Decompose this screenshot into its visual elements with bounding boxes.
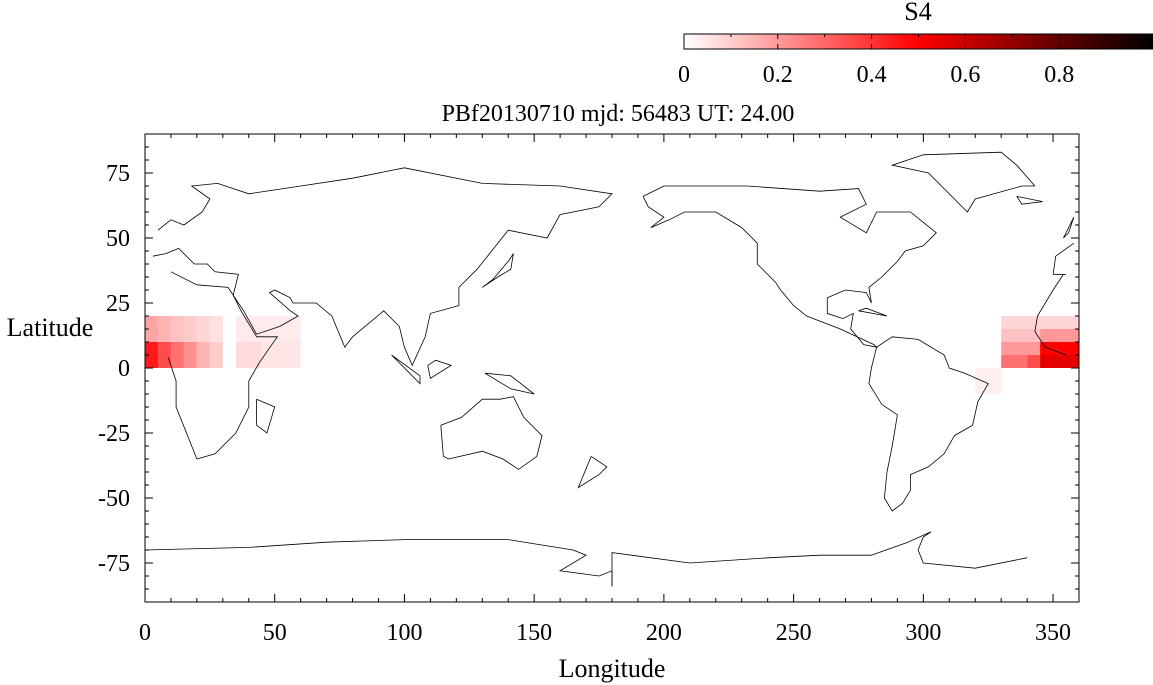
coastline xyxy=(482,253,514,288)
x-tick-label: 300 xyxy=(905,620,941,646)
heatmap-cell xyxy=(209,342,223,368)
heatmap-cell xyxy=(1040,355,1079,368)
coastline xyxy=(1034,274,1064,332)
coastline xyxy=(484,372,535,395)
colorbar-tick-label: 0 xyxy=(678,62,690,88)
colorbar-tick-label: 0.2 xyxy=(763,62,793,88)
coastline xyxy=(577,456,608,489)
coastline xyxy=(858,307,888,317)
heatmap-cell xyxy=(196,342,210,368)
x-tick-label: 0 xyxy=(139,620,151,646)
coastline xyxy=(1052,242,1075,275)
colorbar-ticks: 0 0.2 0.4 0.6 0.8 xyxy=(678,34,1107,88)
heatmap-cell xyxy=(157,316,171,342)
heatmap-cell xyxy=(1027,355,1041,368)
colorbar-tick-label: 0.8 xyxy=(1044,62,1074,88)
y-tick-label: -75 xyxy=(98,551,130,577)
y-axis-title: Latitude xyxy=(7,313,94,342)
x-tick-label: 200 xyxy=(646,620,682,646)
coastline xyxy=(145,539,613,587)
x-tick-label: 350 xyxy=(1035,620,1071,646)
heatmap-cell xyxy=(1001,355,1028,368)
x-tick-label: 50 xyxy=(263,620,287,646)
heatmap-cell xyxy=(145,342,158,368)
colorbar-tick-label: 0.4 xyxy=(857,62,887,88)
x-axis-title: Longitude xyxy=(559,654,666,683)
colorbar: S4 0 0.2 0.4 0.6 0.8 xyxy=(678,0,1153,88)
x-tick-label: 100 xyxy=(386,620,422,646)
coastline xyxy=(611,531,1028,587)
coastline xyxy=(152,167,613,367)
coastline xyxy=(890,151,1036,213)
y-tick-label: 0 xyxy=(118,356,130,382)
heatmap-cell xyxy=(1001,329,1041,342)
heatmap-cell xyxy=(975,368,1002,394)
y-tick-label: -50 xyxy=(98,486,130,512)
heatmap-cell xyxy=(1040,342,1079,355)
coastline xyxy=(1034,331,1067,356)
heatmap-cell xyxy=(157,342,171,368)
heatmap-cell xyxy=(235,342,262,368)
x-tick-label: 150 xyxy=(516,620,552,646)
heatmap-cell xyxy=(145,316,158,342)
coastline xyxy=(440,396,543,470)
coastline xyxy=(1016,196,1043,205)
coastline xyxy=(868,336,989,512)
y-tick-label: -25 xyxy=(98,421,130,447)
heatmap-cell xyxy=(170,316,184,342)
chart-title: PBf20130710 mjd: 56483 UT: 24.00 xyxy=(442,101,795,127)
heatmap-cell xyxy=(1001,342,1041,355)
coastline xyxy=(427,359,453,380)
colorbar-label: S4 xyxy=(904,0,931,26)
coastlines xyxy=(145,151,1075,587)
heatmap-cell xyxy=(209,316,223,342)
colorbar-tick-label: 0.6 xyxy=(950,62,980,88)
x-tick-label: 250 xyxy=(776,620,812,646)
heatmap-cell xyxy=(183,342,197,368)
axis-ticks: 0 50 100 150 200 250 300 350 -75 -50 -25 0 25 50 75 xyxy=(98,134,1080,646)
heatmap-cell xyxy=(1001,316,1079,329)
s4-heatmap-cells xyxy=(145,316,1079,394)
heatmap-cell xyxy=(1040,329,1079,342)
coastline xyxy=(391,354,421,385)
coastline xyxy=(167,271,279,460)
y-tick-label: 75 xyxy=(106,161,130,187)
heatmap-cell xyxy=(183,316,197,342)
y-tick-label: 50 xyxy=(106,226,130,252)
coastline xyxy=(256,398,276,434)
heatmap-cell xyxy=(170,342,184,368)
y-tick-label: 25 xyxy=(106,291,130,317)
plot-area: 0 50 100 150 200 250 300 350 -75 -50 -25 0 25 50 75 xyxy=(98,133,1080,646)
heatmap-cell xyxy=(196,316,210,342)
heatmap-cell xyxy=(261,342,301,368)
coastline xyxy=(1063,217,1075,239)
coastline xyxy=(642,185,937,348)
